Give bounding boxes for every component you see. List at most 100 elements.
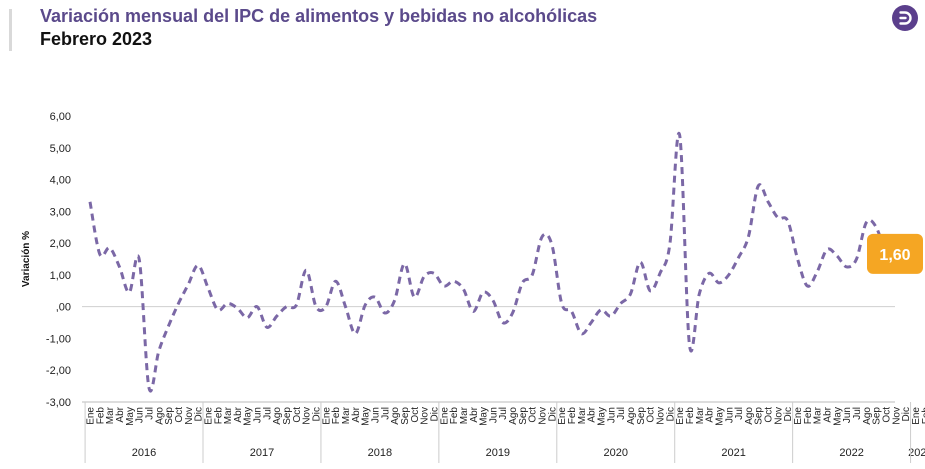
y-tick-label: 6,00 [50, 111, 71, 123]
x-month-label: Sep [282, 407, 293, 425]
x-month-label: Mar [577, 406, 588, 424]
x-month-label: Ago [626, 407, 637, 425]
x-month-label: Nov [302, 407, 313, 425]
x-month-label: Ago [154, 407, 165, 425]
x-year-label: 2022 [839, 447, 863, 459]
x-month-label: May [243, 407, 254, 426]
x-month-label: Oct [410, 407, 421, 423]
x-month-label: Feb [213, 407, 224, 425]
x-month-label: Jul [616, 407, 627, 420]
x-month-label: Abr [823, 406, 834, 422]
x-month-label: Ene [321, 407, 332, 425]
y-tick-label: ,00 [56, 302, 71, 314]
x-month-label: Jul [734, 407, 745, 420]
x-month-label: Mar [341, 406, 352, 424]
x-month-label: Abr [351, 406, 362, 422]
x-month-label: Mar [695, 406, 706, 424]
y-tick-label: 1,00 [50, 270, 71, 282]
x-month-label: Ago [390, 407, 401, 425]
x-month-label: Jun [135, 407, 146, 423]
x-month-label: Feb [331, 407, 342, 425]
y-tick-label: -3,00 [46, 397, 71, 409]
x-month-label: Mar [813, 406, 824, 424]
x-year-label: 2019 [486, 447, 510, 459]
x-month-label: Jun [842, 407, 853, 423]
x-month-label: Ene [793, 407, 804, 425]
x-axis: EneFebMarAbrMayJunJulAgoSepOctNovDic2016… [82, 401, 925, 463]
x-month-label: Abr [233, 406, 244, 422]
x-month-label: May [832, 407, 843, 426]
x-month-label: Nov [538, 407, 549, 425]
chart-subtitle: Febrero 2023 [40, 29, 153, 49]
x-month-label: Oct [764, 407, 775, 423]
x-month-label: Oct [174, 407, 185, 423]
x-month-label: Ene [911, 407, 922, 425]
x-month-label: Oct [646, 407, 657, 423]
x-month-label: Jun [606, 407, 617, 423]
y-tick-label: 5,00 [50, 143, 71, 155]
x-month-label: Nov [773, 407, 784, 425]
x-month-label: May [714, 407, 725, 426]
x-month-label: Jul [852, 407, 863, 420]
y-tick-label: 4,00 [50, 175, 71, 187]
x-month-label: Sep [164, 407, 175, 425]
x-month-label: Jul [262, 407, 273, 420]
series-line [88, 131, 888, 393]
x-month-label: Feb [567, 407, 578, 425]
x-month-label: Dic [783, 407, 794, 421]
y-axis-labels: 6,00 5,00 4,00 3,00 2,00 1,00 ,00 -1,00 -2,00 -3,… [46, 111, 71, 409]
x-month-label: Jul [498, 407, 509, 420]
x-month-label: Sep [754, 407, 765, 425]
x-month-label: Oct [292, 407, 303, 423]
x-month-label: Abr [705, 406, 716, 422]
x-month-label: Feb [685, 407, 696, 425]
x-month-label: Nov [891, 407, 902, 425]
x-month-label: Feb [921, 407, 925, 425]
x-month-label: Jun [253, 407, 264, 423]
x-month-label: Feb [449, 407, 460, 425]
x-month-label: Sep [518, 407, 529, 425]
x-year-label: 2018 [368, 447, 392, 459]
x-month-label: May [479, 407, 490, 426]
x-month-label: Feb [95, 407, 106, 425]
x-month-label: Dic [429, 407, 440, 421]
x-month-label: Ago [862, 407, 873, 425]
x-month-label: Dic [547, 407, 558, 421]
x-month-label: Ago [508, 407, 519, 425]
x-month-label: Dic [665, 407, 676, 421]
x-month-label: Abr [587, 406, 598, 422]
x-month-label: Ene [557, 407, 568, 425]
x-month-label: Ene [675, 407, 686, 425]
d-logo-icon [892, 5, 918, 31]
x-month-label: Jun [724, 407, 735, 423]
x-month-label: Sep [400, 407, 411, 425]
x-month-label: Dic [901, 407, 912, 421]
x-month-label: Ago [272, 407, 283, 425]
last-value-badge [867, 233, 923, 274]
y-tick-label: -2,00 [46, 365, 71, 377]
x-month-label: Nov [655, 407, 666, 425]
x-year-label: 2023 [908, 447, 925, 459]
x-year-label: 2021 [721, 447, 745, 459]
x-month-label: May [597, 407, 608, 426]
x-month-label: Dic [194, 407, 205, 421]
x-month-label: Ene [439, 407, 450, 425]
x-month-label: Nov [420, 407, 431, 425]
x-month-label: Mar [459, 406, 470, 424]
x-month-label: Sep [636, 407, 647, 425]
x-month-label: Mar [105, 406, 116, 424]
x-month-label: Dic [312, 407, 323, 421]
x-month-label: Ago [744, 407, 755, 425]
x-month-label: Jul [380, 407, 391, 420]
x-month-label: Mar [223, 406, 234, 424]
x-month-label: Ene [86, 407, 97, 425]
x-month-label: Jun [370, 407, 381, 423]
x-month-label: May [125, 407, 136, 426]
x-month-label: Jul [144, 407, 155, 420]
x-year-label: 2017 [250, 447, 274, 459]
y-tick-label: 2,00 [50, 238, 71, 250]
x-month-label: Abr [469, 406, 480, 422]
x-month-label: Abr [115, 406, 126, 422]
x-month-label: Ene [203, 407, 214, 425]
